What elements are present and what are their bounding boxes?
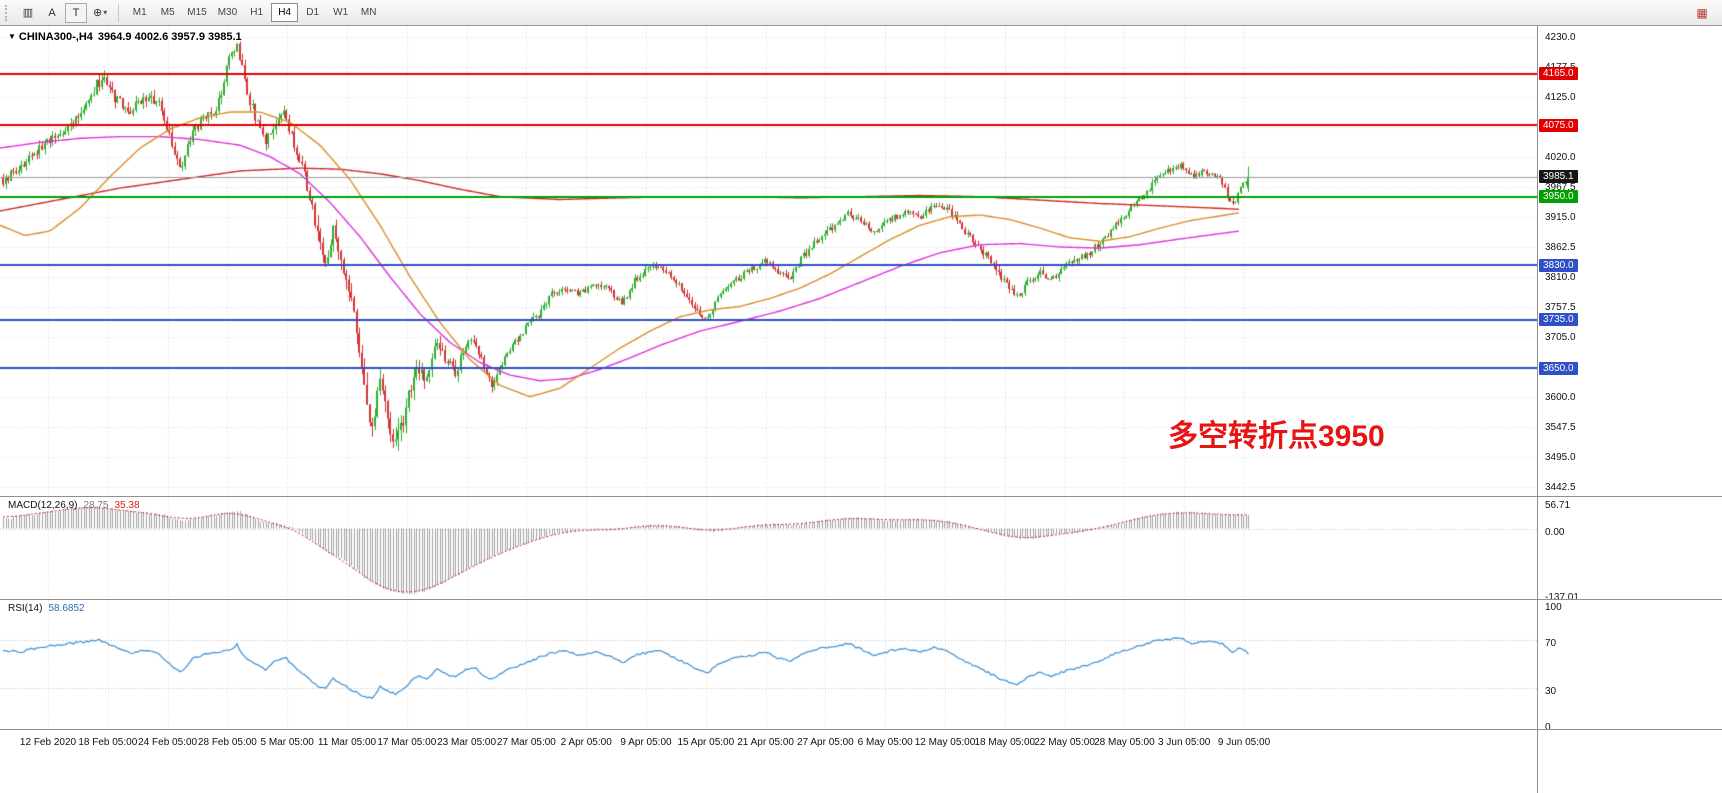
time-axis-label: 17 Mar 05:00 bbox=[377, 737, 437, 748]
time-axis-label: 9 Jun 05:00 bbox=[1217, 737, 1271, 748]
macd-title: MACD(12,26,9) 28.75 35.38 bbox=[8, 500, 140, 511]
time-axis-label: 24 Feb 05:00 bbox=[138, 737, 198, 748]
price-tick-label: 4125.0 bbox=[1545, 91, 1576, 103]
panel-separator-macd[interactable] bbox=[0, 496, 1722, 497]
rsi-scale-label: 100 bbox=[1545, 602, 1562, 613]
time-axis-label: 21 Apr 05:00 bbox=[737, 737, 794, 748]
timeframe-button-m15[interactable]: M15 bbox=[182, 3, 211, 22]
price-tick-label: 3757.5 bbox=[1545, 301, 1576, 313]
time-axis-label: 11 Mar 05:00 bbox=[317, 737, 377, 748]
panel-separator-rsi[interactable] bbox=[0, 599, 1722, 600]
price-tick-label: 3705.0 bbox=[1545, 331, 1576, 343]
macd-scale-label: 0.00 bbox=[1545, 526, 1565, 538]
chart-window-icon[interactable]: ▥ bbox=[17, 3, 39, 23]
time-axis-label: 18 May 05:00 bbox=[974, 737, 1036, 748]
ohlc-values: 3964.9 4002.6 3957.9 3985.1 bbox=[97, 31, 242, 43]
toolbar-grip[interactable] bbox=[5, 4, 11, 21]
time-axis-label: 23 Mar 05:00 bbox=[437, 737, 497, 748]
timeframe-group: M1 M5 M15 M30 H1 H4 D1 W1 MN bbox=[126, 3, 382, 22]
text-tool-button[interactable]: T bbox=[65, 2, 87, 23]
toolbar: ▥ A T ⊕ ▾ M1 M5 M15 M30 H1 H4 D1 W1 MN ▦ bbox=[0, 0, 1722, 26]
timeframe-button-w1[interactable]: W1 bbox=[327, 3, 354, 22]
timeframe-button-m5[interactable]: M5 bbox=[154, 3, 181, 22]
price-scale[interactable]: 4230.0 4177.5 4125.0 4020.0 3967.5 3915.0 3862… bbox=[1537, 26, 1722, 793]
price-level-badge: 3985.1 bbox=[1539, 170, 1578, 184]
annotation-a-tool-button[interactable]: A bbox=[41, 3, 63, 23]
price-tick-label: 3862.5 bbox=[1545, 241, 1576, 253]
price-tick-label: 3810.0 bbox=[1545, 271, 1576, 283]
chart-collapse-icon[interactable]: ▼ bbox=[8, 32, 16, 41]
main-chart-canvas[interactable] bbox=[0, 26, 1537, 496]
time-axis-separator[interactable] bbox=[0, 729, 1722, 730]
price-level-badge: 3950.0 bbox=[1539, 190, 1578, 204]
macd-panel-canvas[interactable] bbox=[0, 497, 1537, 599]
price-tick-label: 3915.0 bbox=[1545, 211, 1576, 223]
price-tick-label: 3967.5 bbox=[1545, 181, 1576, 193]
time-axis-label: 18 Feb 05:00 bbox=[78, 737, 138, 748]
time-axis[interactable]: 12 Feb 2020 18 Feb 05:00 24 Feb 05:00 28 Fe… bbox=[0, 730, 1537, 793]
time-axis-label: 6 May 05:00 bbox=[857, 737, 913, 748]
time-axis-label: 9 Apr 05:00 bbox=[620, 737, 672, 748]
time-axis-label: 15 Apr 05:00 bbox=[677, 737, 735, 748]
timeframe-button-h1[interactable]: H1 bbox=[243, 3, 270, 22]
chevron-down-icon: ▾ bbox=[103, 8, 108, 17]
rsi-scale-label: 0 bbox=[1545, 722, 1551, 733]
price-level-badge: 3830.0 bbox=[1539, 258, 1578, 272]
time-axis-label: 12 May 05:00 bbox=[914, 737, 976, 748]
price-level-badge: 3650.0 bbox=[1539, 361, 1578, 375]
price-tick-label: 4230.0 bbox=[1545, 31, 1576, 43]
time-axis-label: 2 Apr 05:00 bbox=[560, 737, 612, 748]
rsi-panel-canvas[interactable] bbox=[0, 600, 1537, 729]
timeframe-button-mn[interactable]: MN bbox=[355, 3, 382, 22]
time-axis-label: 12 Feb 2020 bbox=[19, 737, 77, 748]
shapes-icon: ⊕ bbox=[93, 7, 103, 19]
time-axis-label: 22 May 05:00 bbox=[1034, 737, 1095, 748]
symbol-period-label: CHINA300-,H4 bbox=[18, 31, 93, 43]
macd-scale-label: -137.01 bbox=[1545, 591, 1579, 603]
chart-panel-icon[interactable]: ▦ bbox=[1692, 3, 1712, 22]
macd-main-value: 28.75 bbox=[83, 500, 109, 511]
price-tick-label: 4177.5 bbox=[1545, 62, 1576, 73]
price-level-badge: 4165.0 bbox=[1539, 67, 1578, 81]
timeframe-button-m1[interactable]: M1 bbox=[126, 3, 153, 22]
time-axis-label: 3 Jun 05:00 bbox=[1158, 737, 1211, 748]
time-axis-label: 5 Mar 05:00 bbox=[260, 737, 314, 748]
price-level-badge: 3735.0 bbox=[1539, 313, 1578, 327]
price-tick-label: 3495.0 bbox=[1545, 451, 1576, 463]
price-tick-label: 3547.5 bbox=[1545, 421, 1576, 433]
price-tick-label: 3442.5 bbox=[1545, 481, 1576, 493]
timeframe-button-m30[interactable]: M30 bbox=[213, 3, 242, 22]
time-axis-label: 28 Feb 05:00 bbox=[197, 737, 257, 748]
rsi-scale-label: 70 bbox=[1545, 638, 1557, 649]
price-tick-label: 4020.0 bbox=[1545, 151, 1576, 163]
rsi-title: RSI(14) 58.6852 bbox=[8, 603, 85, 614]
annotation-text[interactable]: 多空转折点3950 bbox=[1168, 420, 1385, 453]
price-tick-label: 3600.0 bbox=[1545, 391, 1576, 403]
macd-scale-label: 56.71 bbox=[1545, 499, 1571, 511]
time-axis-label: 27 Mar 05:00 bbox=[496, 737, 556, 748]
price-level-badge: 4075.0 bbox=[1539, 118, 1578, 132]
shapes-tool-button[interactable]: ⊕ ▾ bbox=[89, 3, 111, 23]
rsi-value: 58.6852 bbox=[48, 603, 85, 614]
timeframe-button-h4[interactable]: H4 bbox=[271, 3, 299, 22]
time-axis-label: 28 May 05:00 bbox=[1094, 737, 1155, 748]
timeframe-button-d1[interactable]: D1 bbox=[299, 3, 326, 22]
chart-title: ▼ CHINA300-,H4 3964.9 4002.6 3957.9 3985.1 bbox=[8, 31, 242, 43]
time-axis-label: 27 Apr 05:00 bbox=[797, 737, 854, 748]
rsi-scale-label: 30 bbox=[1545, 686, 1557, 697]
rsi-indicator-label: RSI(14) bbox=[8, 603, 43, 614]
macd-indicator-label: MACD(12,26,9) bbox=[8, 500, 78, 511]
toolbar-separator bbox=[118, 3, 120, 22]
macd-signal-value: 35.38 bbox=[114, 500, 140, 511]
